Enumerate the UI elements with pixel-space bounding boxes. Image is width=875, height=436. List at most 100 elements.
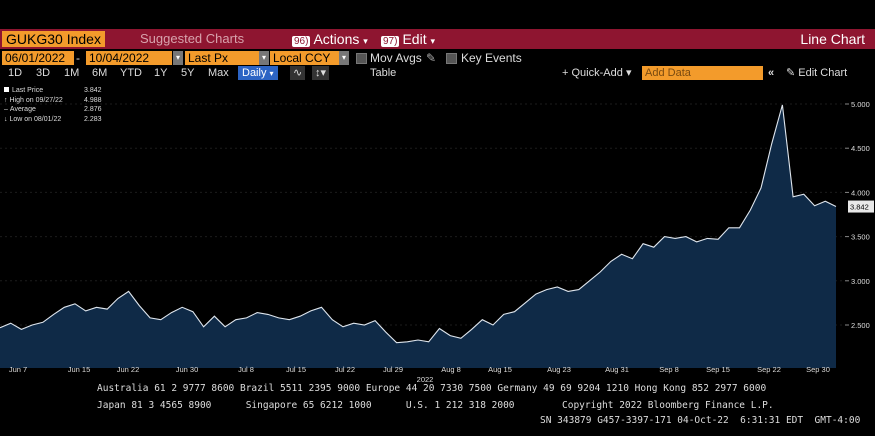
end-date-dropdown[interactable]: ▾ <box>173 51 183 65</box>
footer-session: SN 343879 G457-3397-171 04-Oct-22 6:31:3… <box>540 415 861 426</box>
actions-label: Actions <box>313 31 360 47</box>
last-value-box <box>848 200 874 213</box>
chevron-down-icon: ▾ <box>430 36 435 46</box>
field-selector[interactable]: Last Px <box>185 51 263 65</box>
key-events-label: Key Events <box>461 51 522 65</box>
chevron-down-icon: ▾ <box>175 53 180 62</box>
x-tick-label: Sep 8 <box>659 365 679 374</box>
quick-add-button[interactable]: + Quick-Add <box>562 67 623 79</box>
y-tick-label: 3.500 <box>851 233 870 242</box>
footer-phones-1: Australia 61 2 9777 8600 Brazil 5511 239… <box>97 383 767 394</box>
range-3d-button[interactable]: 3D <box>36 67 51 79</box>
chevron-down-icon: ▾ <box>261 53 266 62</box>
legend-average: – Average 2.876 <box>4 105 102 115</box>
last-value-marker: 3.842 <box>848 200 874 213</box>
chart-type-label: Line Chart <box>800 31 865 47</box>
x-tick-label: Sep 30 <box>806 365 830 374</box>
legend-last-value: 3.842 <box>84 87 102 94</box>
end-date-field[interactable]: 10/04/2022 <box>86 51 172 65</box>
collapse-icon[interactable]: « <box>768 67 775 79</box>
x-tick-label: Sep 15 <box>706 365 730 374</box>
down-arrow-icon: ↓ <box>4 115 8 123</box>
legend-low-label: Low on 08/01/22 <box>9 115 62 123</box>
field-dropdown[interactable]: ▾ <box>259 51 269 65</box>
x-tick-label: Jun 15 <box>68 365 91 374</box>
last-value-label: 3.842 <box>850 203 869 212</box>
ticker-field[interactable]: GUKG30 Index <box>2 31 105 47</box>
actions-number: 96) <box>292 36 311 47</box>
legend-average-label: Average <box>9 106 36 113</box>
x-tick-label: Jun 30 <box>176 365 199 374</box>
x-axis-year-label: 2022 <box>417 375 434 382</box>
actions-menu[interactable]: 96) Actions ▾ <box>292 31 368 47</box>
x-axis: Jun 7 Jun 15 Jun 22 Jun 30 Jul 8 Jul 15 Jul 22… <box>9 365 830 374</box>
y-tick-label: 5.000 <box>851 100 870 109</box>
chart-legend: Last Price 3.842 ↑ High on 09/27/22 4.988 –… <box>4 86 102 125</box>
range-5y-button[interactable]: 5Y <box>181 67 195 79</box>
y-tick-label: 4.000 <box>851 188 870 197</box>
x-tick-label: Aug 23 <box>547 365 571 374</box>
x-tick-label: Aug 8 <box>441 365 461 374</box>
square-icon <box>4 87 9 92</box>
x-tick-label: Sep 22 <box>757 365 781 374</box>
range-ytd-button[interactable]: YTD <box>120 67 142 79</box>
y-axis: 2.500 3.000 3.500 4.000 4.500 5.000 <box>845 100 870 330</box>
suggested-charts-link[interactable]: Suggested Charts <box>140 31 245 46</box>
chevron-down-icon[interactable]: ▾ <box>626 67 632 79</box>
pencil-icon[interactable]: ✎ <box>426 51 437 65</box>
footer-copyright: Copyright 2022 Bloomberg Finance L.P. <box>562 400 774 411</box>
start-date-field[interactable]: 06/01/2022 <box>2 51 74 65</box>
x-tick-label: Jul 29 <box>383 365 403 374</box>
chevron-down-icon: ▾ <box>269 69 274 78</box>
legend-average-value: 2.876 <box>84 106 102 113</box>
range-6m-button[interactable]: 6M <box>92 67 108 79</box>
settings-row: 06/01/2022 - 10/04/2022 ▾ Last Px ▾ Loca… <box>0 51 875 66</box>
x-tick-label: Jul 15 <box>286 365 306 374</box>
legend-high-value: 4.988 <box>84 96 102 104</box>
legend-low-value: 2.283 <box>84 115 102 123</box>
add-data-input[interactable]: Add Data <box>642 66 763 80</box>
range-1d-button[interactable]: 1D <box>8 67 23 79</box>
x-tick-label: Aug 15 <box>488 365 512 374</box>
range-bar: 1D 3D 1M 6M YTD 1Y 5Y Max Daily ▾ ∿ ↕▾ T… <box>0 66 875 80</box>
chevron-down-icon: ▾ <box>363 36 368 46</box>
edit-label: Edit <box>402 31 427 47</box>
currency-selector[interactable]: Local CCY <box>270 51 342 65</box>
table-button[interactable]: Table <box>370 67 397 79</box>
chevron-down-icon: ▾ <box>341 53 346 62</box>
mov-avgs-label: Mov Avgs <box>370 51 422 65</box>
key-events-checkbox[interactable] <box>446 53 457 64</box>
price-line <box>0 104 837 344</box>
y-tick-label: 2.500 <box>851 321 870 330</box>
edit-menu[interactable]: 97) Edit ▾ <box>381 31 435 47</box>
y-tick-label: 4.500 <box>851 144 870 153</box>
range-1m-button[interactable]: 1M <box>64 67 80 79</box>
x-tick-label: Jul 8 <box>238 365 254 374</box>
x-tick-label: Aug 31 <box>605 365 629 374</box>
price-area <box>0 104 836 369</box>
x-tick-label: Jun 7 <box>9 365 27 374</box>
mov-avgs-checkbox[interactable] <box>356 53 367 64</box>
x-tick-label: Jun 22 <box>117 365 140 374</box>
bar-style-icon[interactable]: ↕▾ <box>312 66 330 80</box>
legend-low: ↓ Low on 08/01/22 2.283 <box>4 115 102 125</box>
legend-last-label: Last Price <box>12 87 44 94</box>
line-chart-icon[interactable]: ∿ <box>290 66 306 80</box>
range-max-button[interactable]: Max <box>208 67 229 79</box>
currency-dropdown[interactable]: ▾ <box>339 51 349 65</box>
top-toolbar: GUKG30 Index Suggested Charts 96) Actions… <box>0 29 875 49</box>
frequency-label: Daily <box>242 67 267 79</box>
frequency-selector[interactable]: Daily ▾ <box>238 66 278 80</box>
legend-last: Last Price 3.842 <box>4 86 102 96</box>
legend-high: ↑ High on 09/27/22 4.988 <box>4 96 102 106</box>
up-arrow-icon: ↑ <box>4 96 8 104</box>
edit-number: 97) <box>381 36 400 47</box>
legend-high-label: High on 09/27/22 <box>9 96 63 104</box>
y-tick-label: 3.000 <box>851 277 870 286</box>
footer-phones-2: Japan 81 3 4565 8900 Singapore 65 6212 1… <box>97 400 515 411</box>
pencil-icon: ✎ <box>786 67 796 79</box>
edit-chart-button[interactable]: ✎ Edit Chart <box>786 66 847 80</box>
range-1y-button[interactable]: 1Y <box>154 67 168 79</box>
x-tick-label: Jul 22 <box>335 365 355 374</box>
